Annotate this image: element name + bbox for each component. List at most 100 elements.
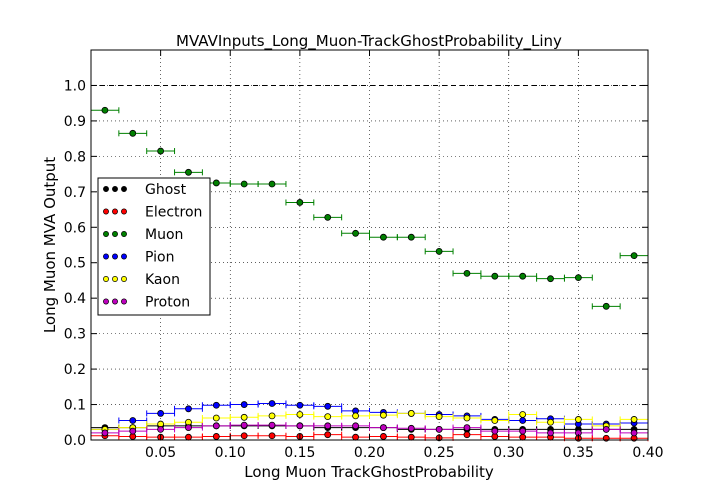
- kaon-point: [296, 411, 304, 418]
- legend-marker-kaon: [121, 276, 127, 282]
- muon-point: [574, 274, 582, 282]
- legend-marker-proton: [112, 298, 118, 305]
- x-tick-label: 0.35: [563, 445, 594, 461]
- muon-point: [519, 272, 527, 280]
- muon-point: [324, 213, 332, 221]
- legend-label-muon: Muon: [145, 227, 183, 243]
- legend-marker-muon: [112, 231, 118, 237]
- ticks: 0.05 0.10 0.15 0.20 0.25 0.30 0.35 0.40 0.0 0.1 0.…: [64, 50, 664, 461]
- muon-point: [407, 233, 415, 241]
- muon-point: [463, 269, 471, 277]
- pion-point: [157, 410, 165, 417]
- y-axis-label: Long Muon MVA Output: [41, 157, 59, 333]
- legend-marker-electron: [103, 208, 109, 215]
- proton-point: [602, 425, 610, 433]
- muon-point: [491, 272, 499, 280]
- electron-point: [380, 433, 387, 440]
- legend-marker-ghost: [112, 186, 118, 192]
- muon-point: [157, 147, 165, 155]
- pion-point: [129, 417, 137, 424]
- legend-marker-muon: [103, 231, 109, 237]
- muon-point: [630, 252, 638, 260]
- muon-point: [212, 179, 220, 187]
- series-muon: [90, 106, 649, 310]
- muon-point: [129, 129, 137, 137]
- series-proton: [90, 421, 649, 437]
- pion-point: [240, 401, 248, 408]
- legend-marker-electron: [121, 208, 127, 215]
- kaon-point: [547, 418, 554, 426]
- y-tick-label: 0.9: [64, 114, 86, 130]
- muon-point: [296, 199, 304, 206]
- kaon-point: [519, 411, 527, 418]
- legend-marker-pion: [103, 253, 109, 260]
- legend-marker-muon: [121, 231, 127, 237]
- proton-point: [212, 422, 220, 430]
- x-tick-label: 0.20: [354, 445, 385, 461]
- legend-marker-proton: [103, 298, 109, 305]
- kaon-point: [240, 413, 248, 421]
- legend-marker-pion: [112, 253, 118, 260]
- electron-point: [185, 433, 192, 441]
- electron-point: [352, 433, 359, 441]
- proton-point: [157, 425, 165, 433]
- y-tick-label: 1.0: [64, 78, 86, 94]
- y-tick-label: 0.4: [64, 291, 86, 307]
- kaon-point: [630, 416, 638, 423]
- y-tick-label: 0.3: [64, 327, 86, 343]
- y-tick-label: 0.8: [64, 149, 86, 165]
- proton-point: [185, 424, 192, 431]
- legend-marker-ghost: [121, 186, 127, 192]
- proton-point: [407, 424, 415, 432]
- legend-label-electron: Electron: [145, 205, 202, 221]
- x-axis-label: Long Muon TrackGhostProbability: [244, 463, 494, 481]
- legend-marker-proton: [121, 298, 127, 305]
- kaon-point: [574, 416, 582, 423]
- proton-point: [491, 427, 499, 435]
- kaon-point: [324, 413, 332, 421]
- electron-point: [519, 433, 527, 441]
- kaon-point: [407, 410, 415, 417]
- kaon-point: [352, 412, 359, 420]
- proton-point: [129, 427, 137, 435]
- proton-point: [547, 429, 554, 437]
- kaon-point: [212, 414, 220, 422]
- electron-point: [240, 432, 248, 440]
- chart-title: MVAVInputs_Long_Muon-TrackGhostProbabili…: [176, 32, 562, 51]
- x-tick-label: 0.25: [424, 445, 455, 461]
- muon-point: [101, 106, 109, 114]
- y-tick-label: 0.6: [64, 220, 86, 236]
- x-tick-label: 0.05: [145, 445, 176, 461]
- proton-point: [519, 427, 527, 435]
- x-tick-label: 0.15: [284, 445, 315, 461]
- y-tick-label: 0.1: [64, 398, 86, 414]
- proton-point: [268, 421, 276, 429]
- y-tick-label: 0.2: [64, 362, 86, 378]
- legend-box: [97, 177, 211, 316]
- pion-point: [212, 401, 220, 409]
- series-kaon: [90, 410, 649, 433]
- x-tick-label: 0.10: [215, 445, 246, 461]
- legend: Ghost Electron Muon Pion Kaon Proton: [97, 177, 211, 316]
- muon-point: [602, 302, 610, 310]
- series-layer: [90, 106, 649, 442]
- proton-point: [101, 429, 109, 437]
- proton-point: [435, 425, 443, 433]
- electron-point: [463, 431, 471, 439]
- muon-point: [268, 180, 276, 188]
- muon-point: [380, 233, 387, 241]
- electron-point: [268, 432, 276, 440]
- legend-label-proton: Proton: [145, 295, 190, 311]
- electron-point: [407, 433, 415, 441]
- proton-point: [296, 422, 304, 430]
- pion-point: [296, 401, 304, 409]
- kaon-point: [268, 412, 276, 420]
- pion-point: [324, 402, 332, 410]
- legend-label-pion: Pion: [145, 250, 174, 266]
- muon-point: [547, 275, 554, 283]
- kaon-point: [435, 413, 443, 421]
- muon-point: [352, 229, 359, 237]
- proton-point: [630, 429, 638, 437]
- muon-point: [435, 247, 443, 255]
- x-tick-label: 0.40: [632, 445, 663, 461]
